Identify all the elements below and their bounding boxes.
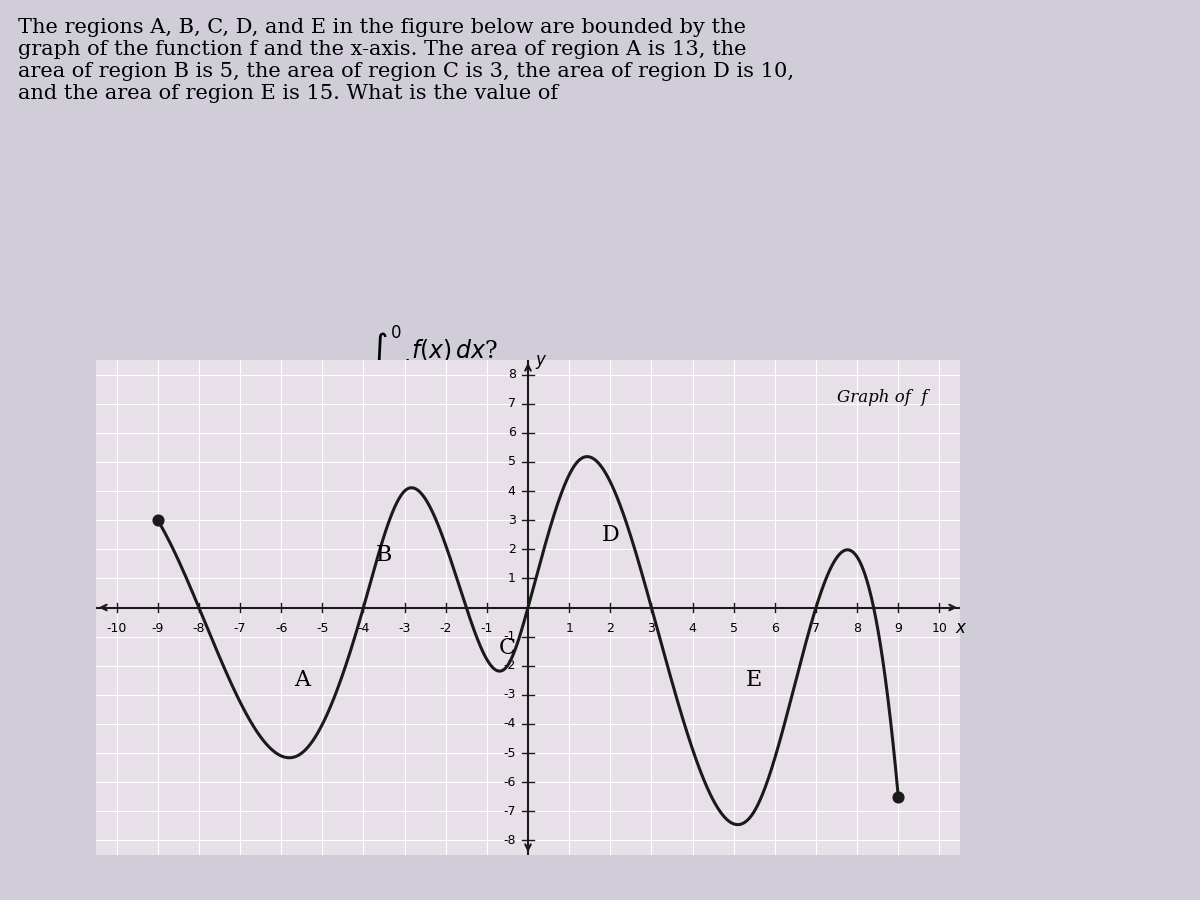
Text: 3: 3 <box>648 622 655 635</box>
Text: -8: -8 <box>193 622 205 635</box>
Text: The regions A, B, C, D, and E in the figure below are bounded by the
graph of th: The regions A, B, C, D, and E in the fig… <box>18 18 794 103</box>
Text: 5: 5 <box>730 622 738 635</box>
Text: -5: -5 <box>503 747 516 760</box>
Text: -6: -6 <box>503 776 516 788</box>
Text: 1: 1 <box>565 622 574 635</box>
Text: 6: 6 <box>770 622 779 635</box>
Text: 4: 4 <box>508 484 516 498</box>
Text: -10: -10 <box>107 622 127 635</box>
Text: x: x <box>955 619 965 637</box>
Text: -4: -4 <box>358 622 370 635</box>
Text: 5: 5 <box>508 455 516 468</box>
Text: -7: -7 <box>503 805 516 818</box>
Text: 2: 2 <box>508 543 516 556</box>
Text: 9: 9 <box>894 622 902 635</box>
Point <box>148 513 167 527</box>
Text: -9: -9 <box>151 622 164 635</box>
Text: 1: 1 <box>508 572 516 585</box>
Text: -2: -2 <box>439 622 452 635</box>
Point <box>889 789 908 804</box>
Text: 6: 6 <box>508 427 516 439</box>
Text: -3: -3 <box>398 622 410 635</box>
Text: 2: 2 <box>606 622 614 635</box>
Text: -3: -3 <box>503 688 516 701</box>
Text: 8: 8 <box>508 368 516 381</box>
Text: -8: -8 <box>503 834 516 847</box>
Text: C: C <box>499 637 516 660</box>
Text: -2: -2 <box>503 659 516 672</box>
Text: -4: -4 <box>503 717 516 731</box>
Text: -5: -5 <box>316 622 329 635</box>
Text: 7: 7 <box>508 397 516 410</box>
Text: 3: 3 <box>508 514 516 526</box>
Text: y: y <box>535 351 545 369</box>
Text: 7: 7 <box>812 622 820 635</box>
Text: -1: -1 <box>503 630 516 644</box>
Text: E: E <box>746 670 762 691</box>
Text: -7: -7 <box>234 622 246 635</box>
Text: 4: 4 <box>689 622 696 635</box>
Text: 10: 10 <box>931 622 947 635</box>
Text: -1: -1 <box>481 622 493 635</box>
Text: 8: 8 <box>853 622 862 635</box>
Text: -6: -6 <box>275 622 287 635</box>
Text: A: A <box>294 670 310 691</box>
Text: D: D <box>601 524 619 545</box>
Text: $\int_{-4}^{0} f(x)\,dx$?: $\int_{-4}^{0} f(x)\,dx$? <box>370 324 498 375</box>
Text: B: B <box>376 544 392 566</box>
Text: Graph of  f: Graph of f <box>836 389 928 406</box>
